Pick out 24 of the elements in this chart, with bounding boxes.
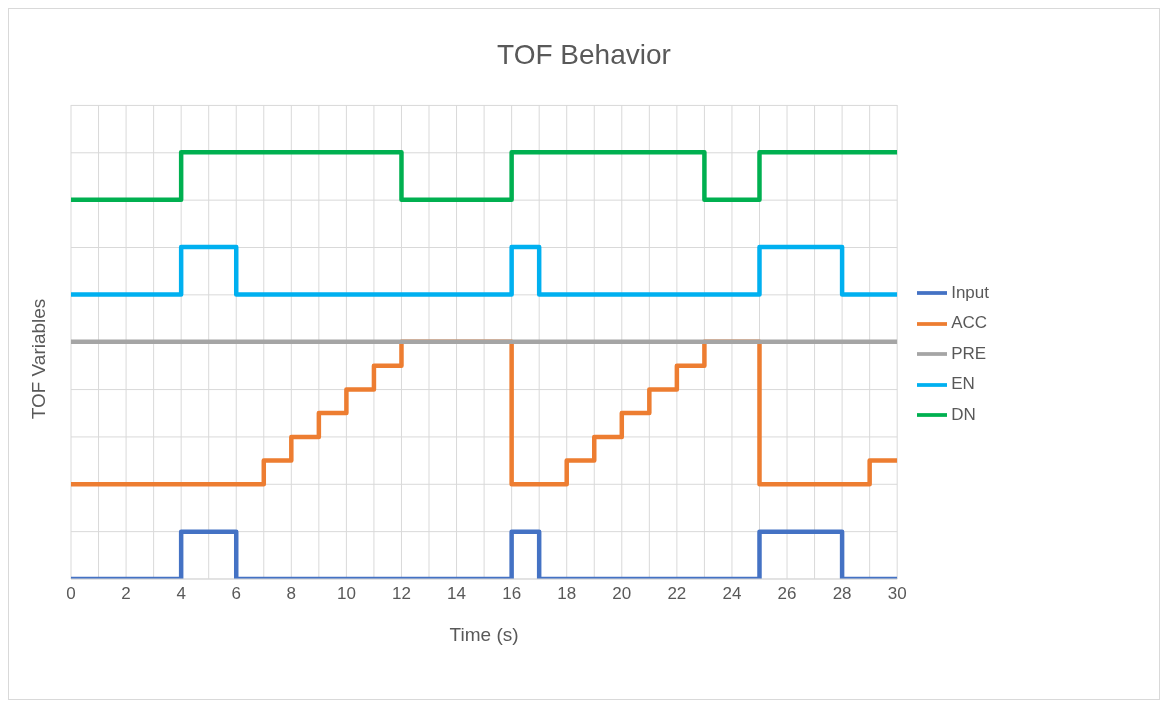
x-tick-label: 10 [336,584,356,604]
x-tick-label: 2 [121,584,131,604]
x-axis-title: Time (s) [449,624,519,645]
x-tick-label: 26 [777,584,797,604]
x-tick-label: 4 [176,584,186,604]
x-tick-label: 20 [612,584,632,604]
x-tick-label: 24 [722,584,742,604]
x-tick-label: 8 [286,584,297,604]
y-axis-title: TOF Variables [28,298,50,420]
x-tick-label: 28 [832,584,852,604]
x-tick-label: 12 [392,584,411,604]
legend-label: ACC [951,313,988,333]
x-tick-label: 14 [447,584,467,604]
x-tick-label: 16 [502,584,522,604]
x-tick-label: 6 [231,584,241,604]
legend-label: EN [951,374,975,394]
legend-label: DN [951,404,976,424]
x-tick-label: 18 [557,584,577,604]
x-tick-label: 22 [667,584,687,604]
chart-title: TOF Behavior [496,39,672,71]
legend-label: PRE [951,343,987,363]
x-tick-label: 0 [66,584,76,604]
x-tick-label: 30 [887,584,907,604]
legend-label: Input [951,282,989,302]
